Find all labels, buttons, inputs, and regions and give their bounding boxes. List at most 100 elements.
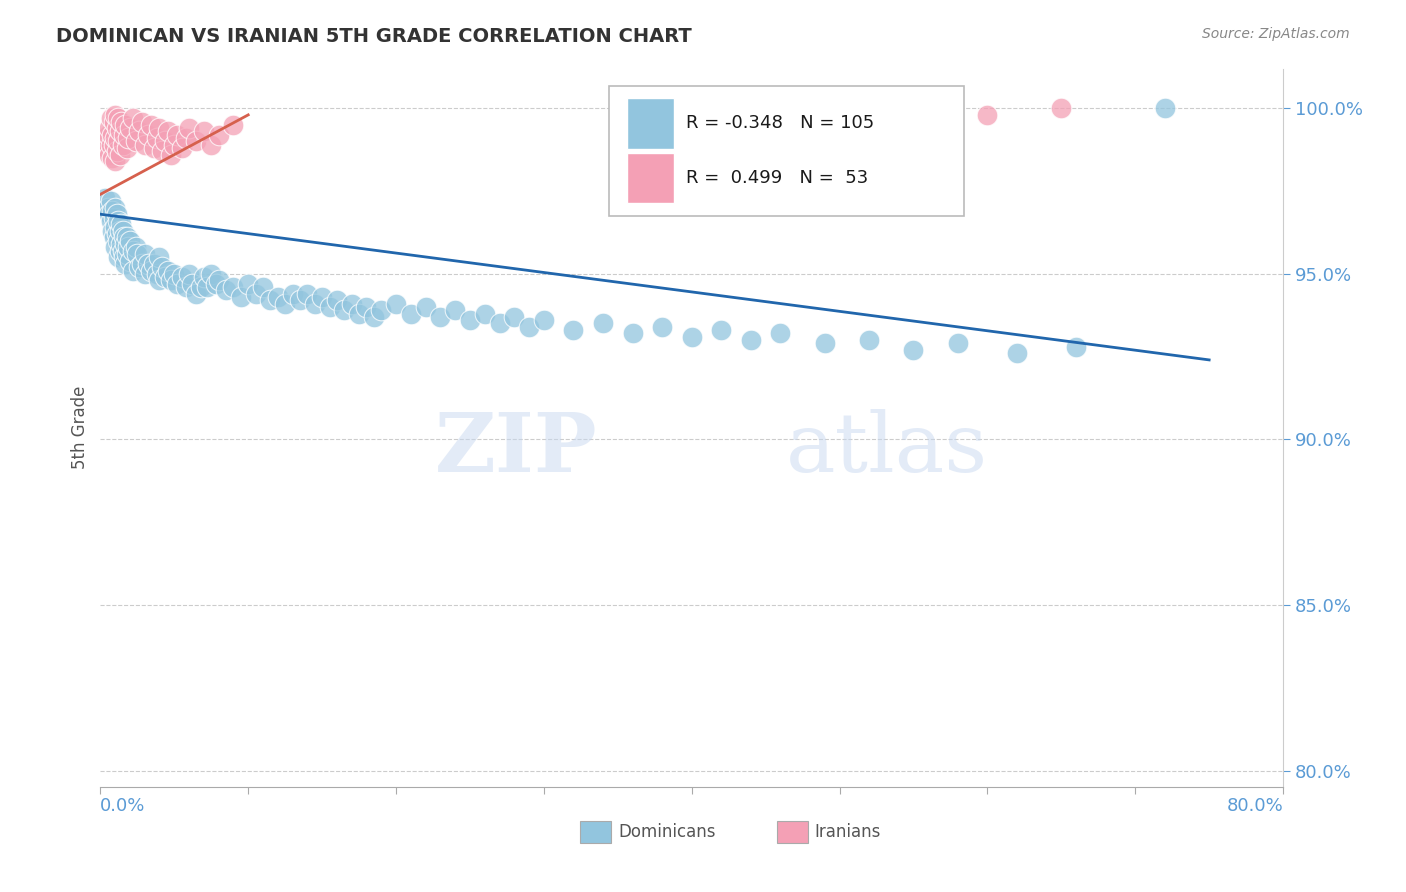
Point bbox=[101, 128, 124, 142]
Point bbox=[117, 131, 139, 145]
Point bbox=[488, 317, 510, 331]
Point bbox=[107, 111, 129, 125]
Point bbox=[108, 244, 131, 258]
Point bbox=[103, 137, 125, 152]
Point bbox=[474, 307, 496, 321]
Point bbox=[122, 263, 145, 277]
Point bbox=[157, 263, 180, 277]
Point bbox=[114, 257, 136, 271]
Point bbox=[222, 118, 245, 132]
Point bbox=[311, 290, 333, 304]
Point bbox=[114, 118, 136, 132]
Point bbox=[621, 326, 644, 341]
Text: R = -0.348   N = 105: R = -0.348 N = 105 bbox=[686, 114, 875, 132]
Point bbox=[215, 284, 238, 298]
Text: DOMINICAN VS IRANIAN 5TH GRADE CORRELATION CHART: DOMINICAN VS IRANIAN 5TH GRADE CORRELATI… bbox=[56, 27, 692, 45]
Point bbox=[142, 257, 165, 271]
Point bbox=[318, 300, 340, 314]
Point bbox=[98, 121, 121, 136]
Point bbox=[166, 277, 188, 291]
Point bbox=[122, 111, 145, 125]
Point bbox=[181, 277, 204, 291]
Point bbox=[363, 310, 385, 324]
Text: 0.0%: 0.0% bbox=[100, 797, 146, 815]
Point bbox=[97, 128, 120, 142]
Point bbox=[111, 244, 134, 258]
Text: Iranians: Iranians bbox=[815, 823, 882, 841]
Point bbox=[229, 290, 252, 304]
Point bbox=[145, 131, 167, 145]
Text: 80.0%: 80.0% bbox=[1226, 797, 1284, 815]
Point bbox=[115, 247, 138, 261]
Point bbox=[177, 121, 200, 136]
Point bbox=[100, 111, 122, 125]
Point bbox=[134, 247, 156, 261]
Point bbox=[429, 310, 451, 324]
Text: atlas: atlas bbox=[786, 409, 988, 490]
Point bbox=[115, 230, 138, 244]
Point bbox=[131, 257, 153, 271]
Point bbox=[186, 286, 208, 301]
Point bbox=[259, 293, 281, 308]
Point bbox=[104, 154, 127, 169]
Point bbox=[104, 201, 127, 215]
Point bbox=[108, 124, 131, 138]
Point bbox=[238, 277, 260, 291]
Point bbox=[111, 137, 134, 152]
Point bbox=[170, 270, 193, 285]
Point bbox=[139, 263, 162, 277]
Point bbox=[1153, 101, 1175, 115]
Point bbox=[145, 267, 167, 281]
Point bbox=[193, 270, 215, 285]
Point bbox=[503, 310, 526, 324]
Point bbox=[103, 114, 125, 128]
Point bbox=[163, 137, 186, 152]
Point bbox=[125, 240, 148, 254]
Text: ZIP: ZIP bbox=[434, 409, 598, 490]
Point bbox=[155, 134, 177, 148]
FancyBboxPatch shape bbox=[627, 153, 673, 202]
Point bbox=[104, 131, 127, 145]
Point bbox=[107, 134, 129, 148]
Point bbox=[1064, 340, 1087, 354]
Point bbox=[444, 303, 467, 318]
Point bbox=[347, 307, 370, 321]
Point bbox=[681, 330, 703, 344]
Point bbox=[946, 336, 969, 351]
Point bbox=[128, 124, 150, 138]
Point bbox=[166, 128, 188, 142]
Point bbox=[100, 194, 122, 208]
Point bbox=[222, 280, 245, 294]
Point bbox=[104, 240, 127, 254]
Point bbox=[340, 296, 363, 310]
Text: Source: ZipAtlas.com: Source: ZipAtlas.com bbox=[1202, 27, 1350, 41]
Point bbox=[114, 237, 136, 252]
Point bbox=[101, 224, 124, 238]
Point bbox=[297, 286, 319, 301]
Point bbox=[128, 260, 150, 275]
Point bbox=[740, 333, 762, 347]
Point bbox=[326, 293, 349, 308]
Point bbox=[118, 253, 141, 268]
FancyBboxPatch shape bbox=[609, 87, 963, 216]
Point bbox=[174, 131, 197, 145]
Text: Dominicans: Dominicans bbox=[619, 823, 716, 841]
Point bbox=[105, 227, 128, 241]
Point bbox=[160, 273, 183, 287]
Point bbox=[562, 323, 585, 337]
Point bbox=[177, 267, 200, 281]
Y-axis label: 5th Grade: 5th Grade bbox=[72, 386, 89, 469]
Point bbox=[101, 151, 124, 165]
Point bbox=[110, 237, 132, 252]
Point bbox=[96, 141, 118, 155]
Point bbox=[415, 300, 437, 314]
Point bbox=[155, 270, 177, 285]
Point bbox=[281, 286, 304, 301]
Point bbox=[710, 323, 733, 337]
Point bbox=[1050, 101, 1073, 115]
Point bbox=[148, 121, 170, 136]
Point bbox=[356, 300, 378, 314]
Point bbox=[533, 313, 555, 327]
Point bbox=[304, 296, 326, 310]
Point bbox=[200, 267, 222, 281]
